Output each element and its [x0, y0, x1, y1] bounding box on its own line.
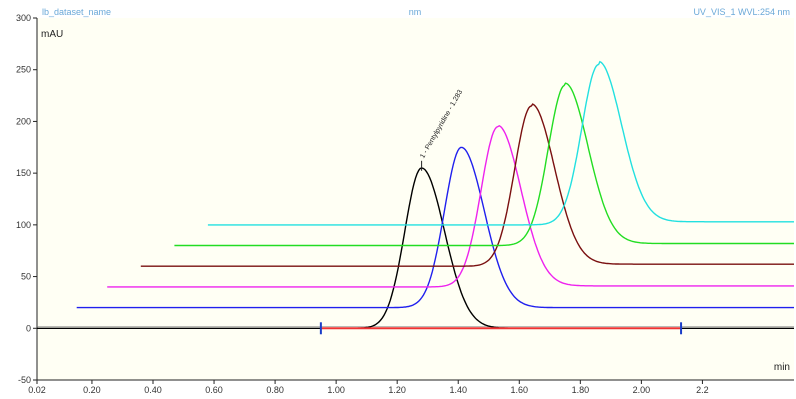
x-tick-label: 0.20 [83, 385, 101, 394]
series-line-4 [140, 103, 794, 267]
y-tick-label: 50 [21, 272, 31, 282]
x-axis-label: min [774, 362, 790, 373]
plot-background [37, 18, 794, 380]
header-center: nm [409, 7, 422, 17]
x-tick-label: 1.00 [327, 385, 345, 394]
x-tick-label: 0.40 [144, 385, 162, 394]
y-tick-label: 0 [26, 323, 31, 333]
x-tick-label: 1.60 [511, 385, 529, 394]
series-line-5 [174, 82, 794, 247]
y-tick-label: -50 [18, 375, 31, 385]
x-tick-label: 2.00 [633, 385, 651, 394]
x-tick-label: 0.60 [205, 385, 223, 394]
y-tick-label: 250 [16, 65, 31, 75]
y-tick-label: 150 [16, 168, 31, 178]
series-line-2 [76, 146, 794, 309]
x-tick-label: 0.80 [266, 385, 284, 394]
x-tick-label: 2.2 [696, 385, 709, 394]
x-tick-label: 1.20 [388, 385, 406, 394]
x-tick-label: 1.40 [449, 385, 467, 394]
y-axis-label: mAU [41, 29, 63, 40]
series-line-6 [207, 60, 794, 226]
y-tick-label: 200 [16, 116, 31, 126]
header-right: UV_VIS_1 WVL:254 nm [693, 7, 790, 17]
x-tick-label: 0.02 [28, 385, 46, 394]
y-tick-label: 100 [16, 220, 31, 230]
y-tick-label: 300 [16, 13, 31, 23]
series-line-3 [107, 124, 794, 288]
header-left: lb_dataset_name [42, 7, 111, 17]
axis-ticks: 0.02 0.20 0.40 0.60 0.80 1.00 1.20 1.40 1.60 1.80… [16, 13, 709, 395]
x-tick-label: 1.80 [572, 385, 590, 394]
